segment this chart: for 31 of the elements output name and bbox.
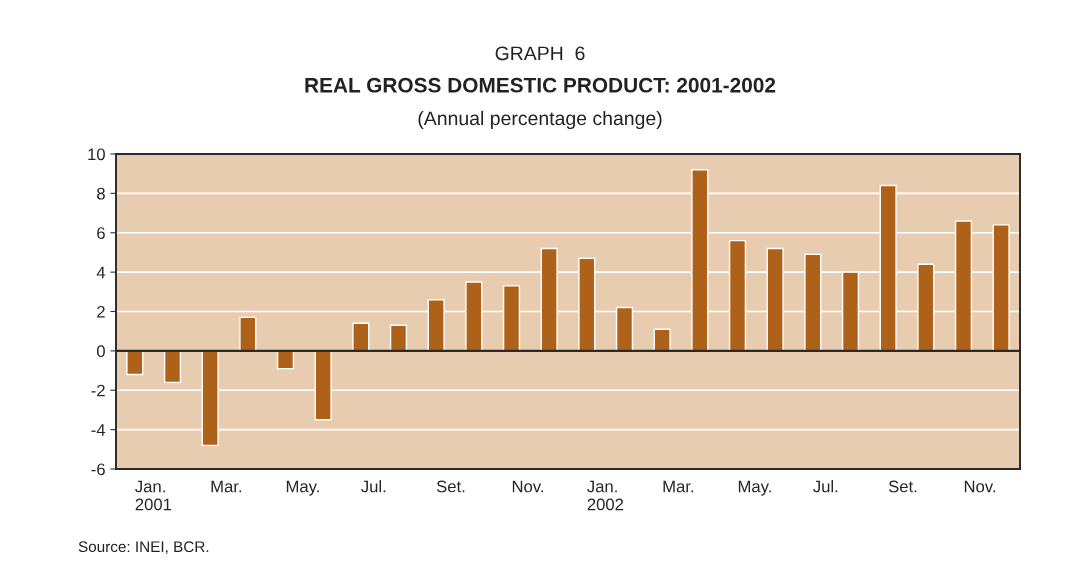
text: (Annual percentage change) (418, 110, 662, 130)
x-tick-label: Jul. (813, 480, 838, 493)
chart-subtitle: REAL GROSS DOMESTIC PRODUCT: 2001-2002 (305, 77, 776, 93)
x-tick-label: May. (738, 480, 771, 496)
y-tick-label: 4 (96, 266, 106, 279)
y-tick-label: 0 (96, 345, 105, 358)
bar (389, 324, 408, 352)
y-tick-label: 10 (88, 148, 105, 161)
x-tick-label: Mar. (211, 480, 242, 493)
y-tick-label: -2 (91, 384, 105, 397)
y-tick-label: -4 (91, 424, 106, 436)
x-tick-label: Nov. (964, 480, 996, 493)
bar (653, 328, 671, 352)
x-tick-label: Jul. (361, 480, 386, 493)
y-tick-label: 2 (97, 305, 105, 318)
bar (239, 316, 257, 352)
x-tick-label: Jan. 2002 (587, 480, 624, 511)
bar (163, 350, 182, 384)
chart-title: GRAPH 6 (495, 46, 585, 61)
x-tick-label: May. (286, 480, 319, 496)
y-tick-label: -6 (91, 463, 105, 476)
y-tick-label: 6 (97, 227, 105, 239)
x-tick-label: Set. (436, 480, 465, 493)
x-tick-label: Jan. 2001 (135, 480, 172, 511)
bar (352, 322, 370, 352)
x-tick-label: Mar. (663, 480, 694, 493)
x-tick-label: Set. (888, 480, 917, 493)
y-tick-label: 8 (97, 187, 105, 200)
x-tick-label: Nov. (512, 480, 544, 493)
source-note: Source: INEI, BCR. (78, 541, 209, 554)
bar (126, 350, 144, 376)
